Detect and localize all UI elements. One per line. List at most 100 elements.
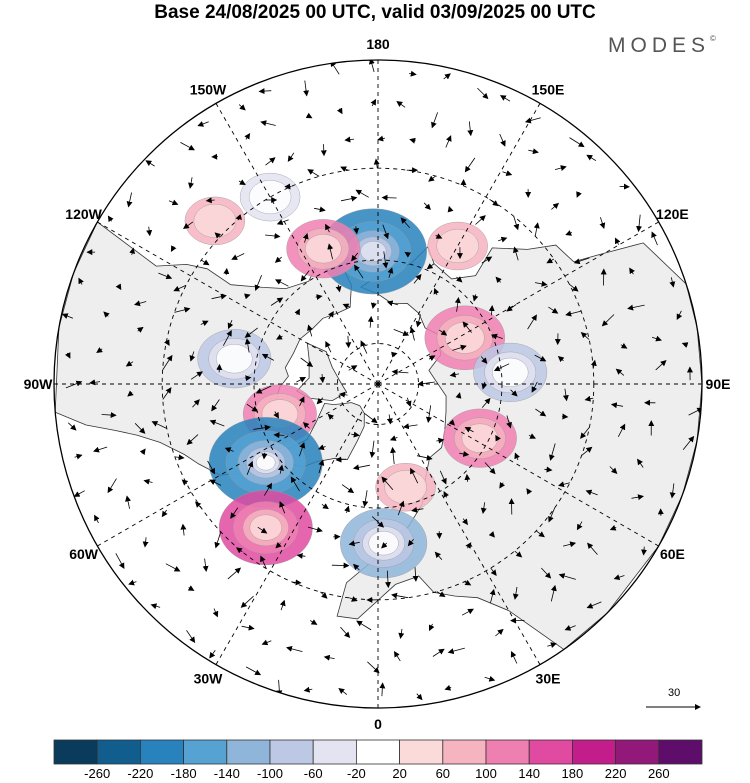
wind-vector	[209, 479, 222, 486]
wind-vector	[404, 251, 412, 258]
wind-vector	[142, 537, 149, 548]
wind-vector	[398, 628, 405, 639]
wind-vector	[548, 443, 556, 461]
wind-vector	[180, 523, 187, 536]
wind-vector	[61, 313, 74, 319]
wind-vector	[345, 335, 352, 349]
wind-vector	[245, 666, 262, 676]
wind-vector	[261, 353, 274, 361]
longitude-label: 60W	[69, 546, 99, 562]
wind-vector	[369, 440, 376, 458]
wind-vector	[188, 177, 194, 189]
wind-vector	[550, 584, 557, 602]
wind-vector	[393, 329, 410, 337]
wind-vector	[411, 506, 424, 513]
wind-vector	[275, 279, 289, 287]
wind-vector	[275, 542, 282, 549]
wind-vector	[438, 329, 448, 336]
wind-vector	[202, 558, 209, 572]
longitude-label: 30E	[536, 670, 561, 686]
wind-vector	[78, 277, 84, 285]
wind-vector	[129, 247, 136, 256]
wind-vector	[502, 170, 513, 176]
colorbar-tick-label: -180	[171, 766, 197, 781]
wind-vector	[246, 403, 259, 412]
wind-vector	[535, 530, 545, 538]
wind-vector	[238, 179, 246, 186]
colorbar-tick-label: -60	[304, 766, 323, 781]
anomaly-low-hudson-bay	[197, 329, 272, 389]
wind-vector	[481, 397, 491, 408]
wind-vector	[641, 546, 648, 556]
wind-vector	[435, 233, 443, 239]
wind-vector	[548, 507, 556, 523]
wind-vector	[584, 395, 594, 402]
wind-vector	[349, 596, 358, 602]
wind-vector	[125, 360, 134, 367]
wind-vector	[134, 423, 146, 434]
wind-vector	[211, 293, 227, 300]
wind-vector	[238, 104, 246, 111]
wind-vector	[335, 456, 347, 463]
wind-vector	[319, 374, 326, 384]
colorbar-boxes	[53, 739, 703, 765]
wind-vector	[390, 446, 397, 465]
colorbar-tick-label: 60	[436, 766, 450, 781]
wind-vector	[373, 158, 380, 169]
wind-vector	[307, 169, 320, 177]
wind-vector	[480, 502, 487, 514]
wind-vector	[412, 567, 419, 582]
wind-vector	[495, 628, 504, 637]
wind-vector	[379, 682, 386, 697]
wind-vector	[510, 650, 518, 664]
wind-vector	[68, 422, 77, 431]
wind-vector	[609, 466, 618, 475]
wind-vector	[165, 563, 181, 572]
wind-vector	[192, 399, 200, 408]
wind-vector	[488, 305, 495, 316]
longitude-label: 90E	[706, 376, 731, 392]
wind-vector	[143, 478, 153, 485]
wind-vector	[352, 464, 370, 471]
anomaly-contour	[248, 180, 292, 215]
wind-vector	[244, 293, 251, 300]
wind-vector	[254, 275, 262, 292]
wind-vector	[651, 231, 658, 246]
wind-vector	[180, 142, 195, 151]
map-border	[53, 59, 703, 709]
wind-vector	[439, 470, 447, 485]
wind-vector	[510, 389, 518, 397]
wind-vector	[214, 531, 222, 549]
wind-vector	[449, 371, 460, 378]
wind-vector	[279, 501, 286, 514]
wind-vector	[340, 166, 349, 172]
wind-vector	[615, 368, 625, 376]
wind-vector	[162, 354, 173, 371]
wind-vector	[386, 414, 393, 425]
wind-vector	[428, 623, 435, 632]
wind-vector	[432, 648, 445, 657]
wind-vector	[452, 344, 467, 351]
wind-vector	[307, 526, 323, 533]
wind-vector	[74, 453, 83, 460]
wind-vector	[265, 232, 281, 239]
latitude-circle	[161, 167, 595, 601]
wind-vector	[669, 483, 676, 499]
wind-vector	[136, 326, 144, 333]
longitude-label: 120E	[656, 206, 689, 222]
wind-vector	[317, 444, 326, 451]
wind-vector	[300, 270, 310, 282]
wind-vector	[244, 338, 251, 353]
wind-vector	[631, 494, 644, 501]
colorbar-box	[312, 739, 357, 765]
wind-vector	[227, 567, 242, 580]
wind-vector	[296, 552, 306, 559]
colorbar-tick-label: 140	[518, 766, 540, 781]
wind-vector	[489, 588, 496, 603]
wind-vector	[491, 333, 503, 340]
wind-vector	[563, 541, 577, 548]
wind-vector	[336, 107, 343, 115]
wind-vector	[224, 447, 234, 453]
wind-vector	[461, 608, 474, 616]
